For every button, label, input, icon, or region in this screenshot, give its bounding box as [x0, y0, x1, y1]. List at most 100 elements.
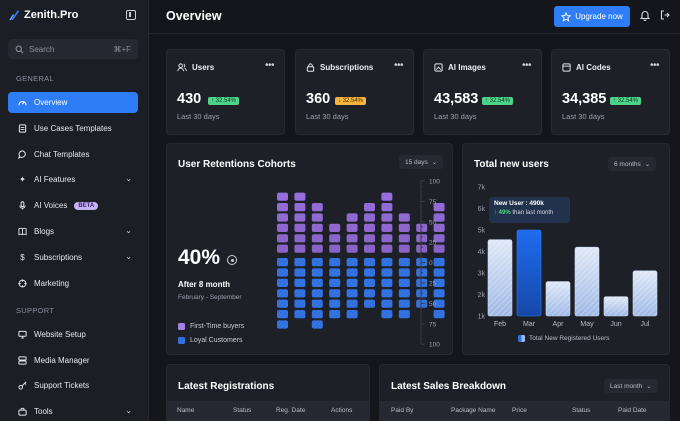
- collapse-sidebar-icon[interactable]: [126, 10, 136, 20]
- column-header[interactable]: Paid Date: [618, 407, 647, 414]
- cohort-cell-first-time: [433, 203, 445, 212]
- cohort-axis-label: 50: [429, 219, 437, 226]
- sidebar-item-ai-features[interactable]: ✦ AI Features ⌄: [8, 169, 138, 190]
- sidebar-item-overview[interactable]: Overview: [8, 92, 138, 113]
- cohort-cell-hatch: [277, 289, 288, 298]
- new-users-panel: Total new users 6 months ⌄ 1k 2k 3k 4k 5k 6k 7…: [462, 143, 670, 355]
- cohort-cell-hatch: [277, 268, 288, 277]
- cohort-cell-first-time: [277, 203, 288, 212]
- cohort-cell-first-time: [329, 223, 341, 232]
- sidebar-item-chat-templates[interactable]: Chat Templates: [8, 144, 138, 165]
- y-axis-label: 1k: [478, 314, 486, 321]
- sidebar-item-blogs[interactable]: Blogs ⌄: [8, 221, 138, 242]
- sidebar-item-website-setup[interactable]: Website Setup: [8, 324, 138, 345]
- chevron-down-icon: ⌄: [125, 406, 132, 415]
- table-header: Name Status Reg. Date Actions: [167, 401, 369, 421]
- star-icon: [561, 11, 572, 22]
- more-options-icon[interactable]: •••: [393, 60, 404, 71]
- chevron-down-icon: ⌄: [644, 161, 651, 168]
- cohort-cell-hatch: [277, 258, 288, 267]
- upgrade-button[interactable]: Upgrade now: [554, 6, 630, 27]
- cohort-cell-hatch: [398, 289, 410, 298]
- cohort-cell-hatch: [381, 310, 393, 319]
- info-icon[interactable]: [227, 255, 237, 265]
- column-header[interactable]: Price: [512, 407, 527, 414]
- column-header[interactable]: Reg. Date: [276, 407, 306, 414]
- retention-caption: After 8 month: [178, 280, 230, 289]
- cohort-cell-first-time: [364, 223, 375, 232]
- stat-card-header: Subscriptions: [306, 63, 373, 72]
- sidebar-item-subscriptions[interactable]: $ Subscriptions ⌄: [8, 247, 138, 268]
- chat-bubble-icon: [18, 150, 27, 159]
- logout-icon[interactable]: [660, 10, 670, 23]
- cohort-cell-hatch: [311, 320, 323, 329]
- sidebar-item-marketing[interactable]: Marketing: [8, 273, 138, 294]
- bar-hatch: [604, 296, 628, 316]
- lock-icon: [306, 63, 315, 72]
- stat-card-ai-codes: AI Codes ••• 34,385 ↑ 32.54% Last 30 day…: [551, 49, 670, 135]
- bell-icon[interactable]: [639, 10, 651, 24]
- cohort-cell-first-time: [277, 213, 288, 222]
- sidebar-item-tools[interactable]: Tools ⌄: [8, 401, 138, 421]
- y-axis-label: 5k: [478, 228, 486, 235]
- stat-label: AI Codes: [576, 63, 611, 72]
- stat-value: 43,583: [434, 91, 479, 107]
- cohort-cell-first-time: [294, 223, 306, 232]
- sidebar-item-ai-voices[interactable]: AI Voices BETA: [8, 195, 138, 216]
- cohort-cell-first-time: [416, 244, 428, 253]
- search-input[interactable]: Search ⌘+F: [8, 39, 138, 59]
- sidebar-item-use-cases-templates[interactable]: Use Cases Templates: [8, 118, 138, 139]
- table-header: Paid By Package Name Price Status Paid D…: [380, 401, 669, 421]
- cohort-cell-hatch: [398, 268, 410, 277]
- cohort-cell-hatch: [346, 289, 358, 298]
- legend-swatch: [518, 335, 525, 342]
- more-options-icon[interactable]: •••: [649, 60, 660, 71]
- cohort-cell-first-time: [398, 234, 410, 243]
- retention-cohorts-panel: User Retentions Cohorts 15 days ⌄ 40% Af…: [166, 143, 453, 355]
- code-box-icon: [562, 63, 571, 72]
- period-select[interactable]: 15 days ⌄: [399, 155, 444, 169]
- stat-card-header: Users: [177, 63, 214, 72]
- chevron-down-icon: ⌄: [125, 174, 132, 183]
- brand-logo[interactable]: Zenith.Pro: [9, 9, 78, 21]
- server-icon: [18, 356, 27, 365]
- column-header[interactable]: Actions: [331, 407, 353, 414]
- cohort-cell-hatch: [381, 258, 393, 267]
- sidebar-item-label: Support Tickets: [34, 381, 90, 390]
- gauge-icon: [18, 98, 27, 107]
- column-header[interactable]: Package Name: [451, 407, 496, 414]
- cohort-cell-first-time: [277, 192, 288, 201]
- sidebar-item-label: Chat Templates: [34, 150, 90, 159]
- upgrade-label: Upgrade now: [575, 12, 623, 21]
- tooltip-title: New User : 490k: [494, 200, 544, 207]
- column-header[interactable]: Status: [572, 407, 591, 414]
- chevron-down-icon: ⌄: [125, 226, 132, 235]
- more-options-icon[interactable]: •••: [521, 60, 532, 71]
- sidebar-item-media-manager[interactable]: Media Manager: [8, 350, 138, 371]
- more-options-icon[interactable]: •••: [264, 60, 275, 71]
- bar-hatch: [546, 281, 570, 316]
- cohort-cell-first-time: [311, 213, 323, 222]
- column-header[interactable]: Status: [233, 407, 252, 414]
- trend-badge: ↑ 32.54%: [610, 97, 642, 105]
- period-select[interactable]: 6 months ⌄: [608, 157, 657, 171]
- bar-mar[interactable]: [516, 229, 542, 317]
- cohort-cell-first-time: [433, 213, 445, 222]
- panel-title: Total new users: [474, 159, 549, 170]
- zenith-logo-icon: [9, 10, 19, 21]
- column-header[interactable]: Paid By: [391, 407, 414, 414]
- new-users-bar-chart: 1k 2k 3k 4k 5k 6k 7k Feb Mar Apr May Jun Jul: [478, 185, 658, 328]
- chevron-down-icon: ⌄: [646, 383, 652, 390]
- sidebar-item-support-tickets[interactable]: Support Tickets: [8, 375, 138, 396]
- cohort-cell-hatch: [329, 278, 341, 287]
- search-icon: [15, 45, 24, 53]
- cohort-cell-hatch: [294, 299, 306, 308]
- cohort-cell-hatch: [294, 278, 306, 287]
- cohort-cell-hatch: [346, 268, 358, 277]
- cohort-cell-first-time: [416, 234, 428, 243]
- latest-sales-panel: Latest Sales Breakdown Last month ⌄ Paid…: [379, 364, 670, 421]
- search-shortcut: ⌘+F: [113, 44, 131, 54]
- column-header[interactable]: Name: [177, 407, 195, 414]
- cohort-cell-first-time: [433, 234, 445, 243]
- period-select[interactable]: Last month ⌄: [604, 379, 658, 393]
